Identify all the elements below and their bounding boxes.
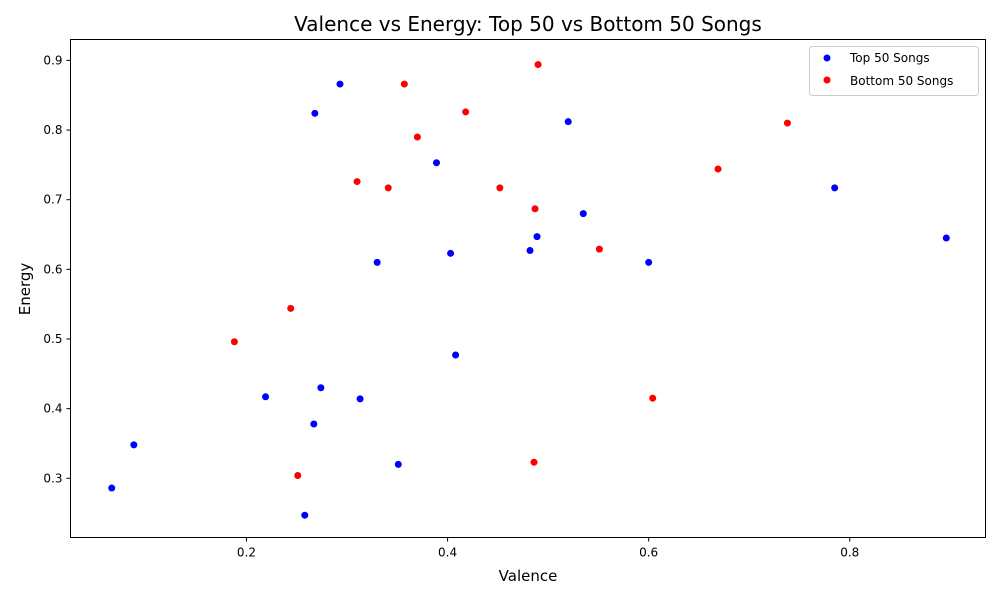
data-point <box>294 472 302 480</box>
data-point <box>462 108 470 116</box>
plot-area <box>70 39 986 538</box>
x-tick-label: 0.8 <box>840 546 859 560</box>
data-point <box>564 118 572 126</box>
y-axis: 0.3 0.4 0.5 0.6 0.7 0.8 0.9 <box>43 53 71 485</box>
data-point <box>831 184 839 192</box>
y-tick-label: 0.8 <box>43 123 62 137</box>
x-tick-label: 0.4 <box>438 546 457 560</box>
data-point <box>108 484 116 492</box>
legend-box <box>809 46 979 96</box>
data-point <box>400 80 408 88</box>
y-tick-label: 0.6 <box>43 262 62 276</box>
series-bottom-50 <box>230 61 791 480</box>
data-point <box>530 458 538 466</box>
data-point <box>783 119 791 127</box>
data-point <box>353 178 361 186</box>
y-tick-label: 0.7 <box>43 193 62 207</box>
x-tick-label: 0.6 <box>639 546 658 560</box>
data-point <box>356 395 364 403</box>
data-point <box>413 133 421 141</box>
data-point <box>533 233 541 241</box>
x-axis-label: Valence <box>499 567 558 585</box>
y-axis-label: Energy <box>16 263 34 316</box>
y-tick-label: 0.5 <box>43 332 62 346</box>
data-point <box>262 393 270 401</box>
data-point <box>645 258 653 266</box>
data-point <box>531 205 539 213</box>
data-point <box>496 184 504 192</box>
data-point <box>534 61 542 69</box>
data-point <box>311 109 319 117</box>
data-point <box>595 245 603 253</box>
data-point <box>336 80 344 88</box>
legend: Top 50 Songs Bottom 50 Songs <box>809 46 979 96</box>
data-point <box>433 159 440 167</box>
x-tick-label: 0.2 <box>237 546 256 560</box>
data-point <box>579 210 587 218</box>
legend-label-top-50: Top 50 Songs <box>849 51 930 65</box>
legend-label-bottom-50: Bottom 50 Songs <box>850 74 953 88</box>
y-tick-label: 0.4 <box>43 402 62 416</box>
data-point <box>394 460 402 468</box>
data-point <box>384 184 392 192</box>
chart-title: Valence vs Energy: Top 50 vs Bottom 50 S… <box>294 12 762 36</box>
data-point <box>714 165 722 173</box>
data-point <box>301 511 309 519</box>
data-points <box>108 61 950 519</box>
series-top-50 <box>108 80 950 519</box>
data-point <box>287 304 295 312</box>
data-point <box>373 258 381 266</box>
legend-marker-bottom-50 <box>823 76 831 84</box>
data-point <box>526 247 534 255</box>
data-point <box>230 338 238 346</box>
legend-marker-top-50 <box>823 54 831 62</box>
data-point <box>942 234 950 242</box>
data-point <box>649 394 657 402</box>
x-axis: 0.2 0.4 0.6 0.8 <box>237 537 859 560</box>
data-point <box>447 249 455 257</box>
y-tick-label: 0.9 <box>43 53 62 67</box>
data-point <box>452 351 460 359</box>
data-point <box>130 441 138 449</box>
y-tick-label: 0.3 <box>43 471 62 485</box>
data-point <box>317 384 325 392</box>
data-point <box>310 420 318 428</box>
